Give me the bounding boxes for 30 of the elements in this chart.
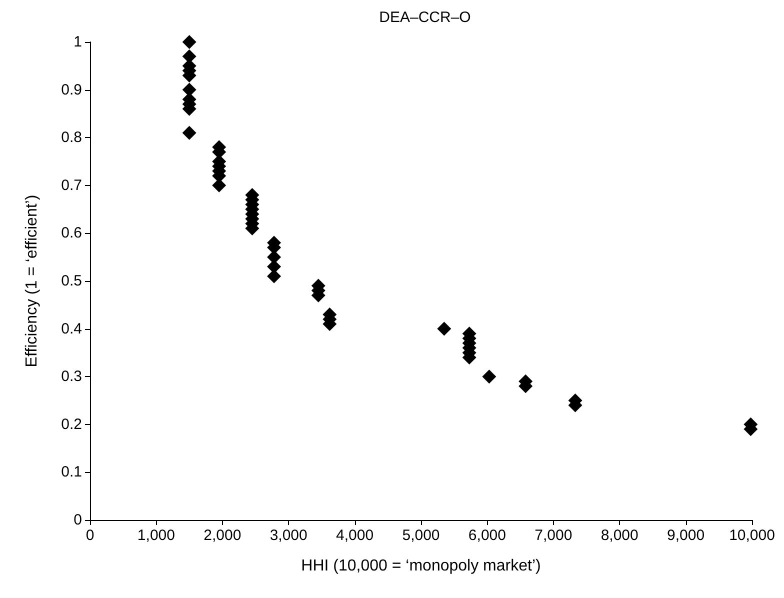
y-tick-label: 0.3 <box>61 368 82 386</box>
x-tick-label: 4,000 <box>336 527 374 544</box>
point <box>182 35 196 49</box>
x-tick-label: 0 <box>86 527 94 544</box>
x-tick-label: 9,000 <box>667 527 705 544</box>
y-tick-label: 0.7 <box>61 176 82 194</box>
x-tick-label: 7,000 <box>534 527 572 544</box>
chart-title: DEA–CCR–O <box>379 9 471 26</box>
y-tick-label: 0.8 <box>61 129 82 146</box>
point <box>482 370 496 384</box>
x-tick-label: 8,000 <box>600 527 638 544</box>
y-tick-label: 0.5 <box>61 272 82 290</box>
x-tick-label: 2,000 <box>204 527 242 544</box>
y-tick-label: 0.1 <box>61 464 82 481</box>
point <box>437 322 452 336</box>
x-tick-label: 10,000 <box>729 527 775 544</box>
y-tick-label: 1 <box>74 34 82 50</box>
x-tick-label: 3,000 <box>270 527 308 544</box>
y-tick-label: 0.2 <box>61 416 82 433</box>
y-tick-label: 0.6 <box>61 224 82 242</box>
x-tick-label: 6,000 <box>468 527 506 544</box>
y-tick-label: 0.4 <box>61 320 82 338</box>
y-tick-label: 0 <box>74 512 82 528</box>
x-tick-label: 1,000 <box>137 527 175 544</box>
point <box>267 269 282 284</box>
x-axis-title: HHI (10,000 = ‘monopoly market’) <box>301 558 541 574</box>
y-axis-title: Efficiency (1 = ‘efficient’) <box>24 194 40 368</box>
point <box>182 126 196 140</box>
y-tick-label: 0.9 <box>61 81 82 98</box>
x-tick-label: 5,000 <box>402 527 440 544</box>
